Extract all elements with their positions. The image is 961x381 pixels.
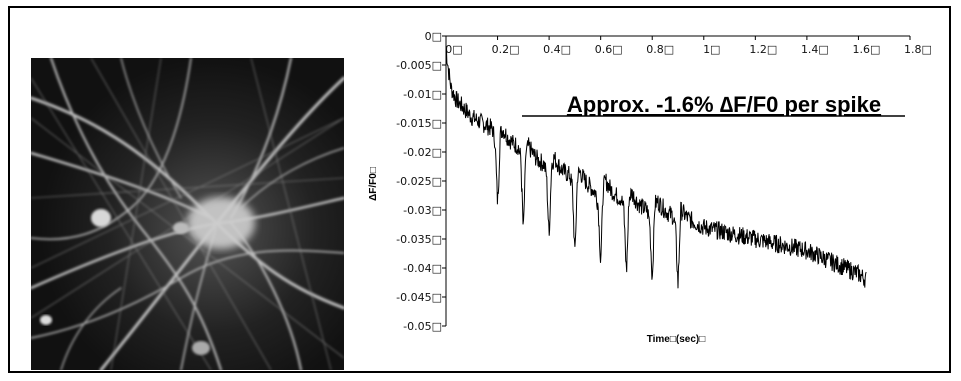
y-tick-label: -0.01□ [403,88,442,101]
x-tick-label: 1.2□ [749,43,777,56]
x-tick-label: 0□ [445,43,462,56]
y-tick-label: -0.005□ [396,59,442,72]
y-tick-label: -0.05□ [403,320,442,333]
x-tick-label: 0.8□ [646,43,674,56]
x-tick-label: 0.6□ [595,43,623,56]
x-tick-label: 0.2□ [492,43,520,56]
series-trace [445,47,867,289]
x-tick-label: 0.4□ [543,43,571,56]
y-axis-label: ΔF/F0□ [368,167,379,201]
x-tick-label: 1.8□ [904,43,932,56]
x-tick-label: 1□ [703,43,720,56]
neuron-micrograph-image [31,58,344,370]
y-tick-label: -0.02□ [403,146,442,159]
chart-annotation: Approx. -1.6% ∆F/F0 per spike [567,92,881,117]
y-tick-label: -0.015□ [396,117,442,130]
x-axis: 0□ 0.2□ 0.4□ 0.6□ 0.8□ 1□ 1.2□ 1.4□ 1.6□ 1.8□ [445,35,932,56]
y-tick-label: -0.04□ [403,262,442,275]
x-tick-label: 1.6□ [852,43,880,56]
y-tick-label: -0.03□ [403,204,442,217]
x-tick-label: 1.4□ [801,43,829,56]
y-tick-label: -0.045□ [396,291,442,304]
y-axis: 0□ -0.005□ -0.01□ -0.015□ -0.02□ -0.025□ -0.03… [396,30,447,333]
x-axis-label: Time□(sec)□ [647,334,706,345]
y-tick-label: 0□ [425,30,442,43]
fluorescence-chart: 0□-0.005□-0.01□-0.015□-0.02□-0.025□-0.03… [368,30,932,345]
y-tick-label: -0.025□ [396,175,442,188]
y-tick-label: -0.035□ [396,233,442,246]
